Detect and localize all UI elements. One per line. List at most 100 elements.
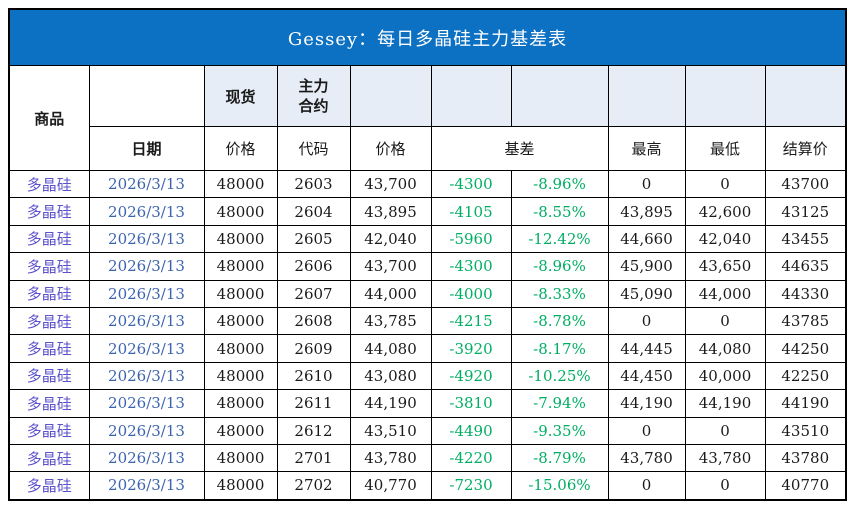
table-row: 多晶硅 2026/3/13 48000 2603 43,700 -4300 -8… bbox=[8, 169, 847, 199]
cell-basis: -4220 bbox=[430, 443, 512, 473]
table-body: 多晶硅 2026/3/13 48000 2603 43,700 -4300 -8… bbox=[8, 169, 847, 501]
cell-low: 43,650 bbox=[684, 252, 766, 281]
cell-low: 44,080 bbox=[684, 334, 766, 363]
cell-main-price: 42,040 bbox=[349, 224, 432, 254]
cell-code: 2605 bbox=[276, 224, 351, 254]
cell-high: 0 bbox=[607, 306, 686, 336]
cell-low: 0 bbox=[684, 416, 766, 445]
cell-high: 44,190 bbox=[607, 389, 686, 418]
cell-main-price: 43,700 bbox=[349, 169, 432, 199]
cell-date: 2026/3/13 bbox=[88, 334, 205, 363]
cell-high: 43,780 bbox=[607, 443, 686, 473]
cell-spot-price: 48000 bbox=[203, 306, 278, 336]
header-high: 最高 bbox=[607, 126, 686, 171]
cell-main-price: 43,510 bbox=[349, 416, 432, 445]
table-row: 多晶硅 2026/3/13 48000 2610 43,080 -4920 -1… bbox=[8, 361, 847, 391]
cell-code: 2609 bbox=[276, 334, 351, 363]
header-empty-above-basis-pct bbox=[510, 65, 609, 127]
cell-code: 2608 bbox=[276, 306, 351, 336]
cell-commodity: 多晶硅 bbox=[8, 306, 90, 336]
cell-code: 2607 bbox=[276, 279, 351, 308]
cell-date: 2026/3/13 bbox=[88, 361, 205, 391]
cell-settlement: 43455 bbox=[764, 224, 847, 254]
cell-settlement: 44250 bbox=[764, 334, 847, 363]
table-row: 多晶硅 2026/3/13 48000 2611 44,190 -3810 -7… bbox=[8, 389, 847, 418]
cell-low: 42,600 bbox=[684, 197, 766, 226]
cell-spot-price: 48000 bbox=[203, 224, 278, 254]
header-row-fields: 日期 价格 代码 价格 基差 最高 最低 结算价 bbox=[9, 126, 847, 171]
cell-settlement: 43780 bbox=[764, 443, 847, 473]
cell-spot-price: 48000 bbox=[203, 334, 278, 363]
cell-low: 0 bbox=[684, 306, 766, 336]
cell-date: 2026/3/13 bbox=[88, 197, 205, 226]
cell-commodity: 多晶硅 bbox=[8, 197, 90, 226]
cell-basis: -5960 bbox=[430, 224, 512, 254]
cell-basis: -7230 bbox=[430, 471, 512, 501]
cell-commodity: 多晶硅 bbox=[8, 389, 90, 418]
cell-date: 2026/3/13 bbox=[88, 252, 205, 281]
title-bar: Gessey：每日多晶硅主力基差表 bbox=[8, 8, 847, 66]
cell-basis: -4105 bbox=[430, 197, 512, 226]
cell-date: 2026/3/13 bbox=[88, 306, 205, 336]
cell-spot-price: 48000 bbox=[203, 279, 278, 308]
cell-high: 43,895 bbox=[607, 197, 686, 226]
cell-settlement: 43510 bbox=[764, 416, 847, 445]
cell-high: 0 bbox=[607, 471, 686, 501]
cell-code: 2701 bbox=[276, 443, 351, 473]
cell-commodity: 多晶硅 bbox=[8, 416, 90, 445]
cell-basis-pct: -8.78% bbox=[510, 306, 609, 336]
cell-high: 44,450 bbox=[607, 361, 686, 391]
cell-spot-price: 48000 bbox=[203, 361, 278, 391]
cell-commodity: 多晶硅 bbox=[8, 252, 90, 281]
header-code: 代码 bbox=[276, 126, 351, 171]
cell-high: 45,090 bbox=[607, 279, 686, 308]
cell-spot-price: 48000 bbox=[203, 416, 278, 445]
cell-high: 0 bbox=[607, 416, 686, 445]
cell-spot-price: 48000 bbox=[203, 389, 278, 418]
cell-spot-price: 48000 bbox=[203, 197, 278, 226]
basis-table: Gessey：每日多晶硅主力基差表 商品 现货 主力 合约 日期 价格 代码 价… bbox=[8, 8, 848, 501]
cell-basis-pct: -15.06% bbox=[510, 471, 609, 501]
table-row: 多晶硅 2026/3/13 48000 2607 44,000 -4000 -8… bbox=[8, 279, 847, 308]
cell-basis-pct: -8.33% bbox=[510, 279, 609, 308]
cell-date: 2026/3/13 bbox=[88, 471, 205, 501]
cell-low: 40,000 bbox=[684, 361, 766, 391]
cell-settlement: 40770 bbox=[764, 471, 847, 501]
cell-main-price: 44,000 bbox=[349, 279, 432, 308]
cell-basis-pct: -12.42% bbox=[510, 224, 609, 254]
cell-low: 44,190 bbox=[684, 389, 766, 418]
cell-code: 2606 bbox=[276, 252, 351, 281]
cell-high: 0 bbox=[607, 169, 686, 199]
header-settlement: 结算价 bbox=[764, 126, 847, 171]
cell-low: 42,040 bbox=[684, 224, 766, 254]
cell-low: 0 bbox=[684, 169, 766, 199]
cell-basis: -4215 bbox=[430, 306, 512, 336]
header-empty-above-low bbox=[684, 65, 766, 127]
cell-main-price: 43,700 bbox=[349, 252, 432, 281]
table-row: 多晶硅 2026/3/13 48000 2608 43,785 -4215 -8… bbox=[8, 306, 847, 336]
header-row-groups: 商品 现货 主力 合约 bbox=[8, 65, 847, 171]
cell-main-price: 44,190 bbox=[349, 389, 432, 418]
cell-code: 2603 bbox=[276, 169, 351, 199]
header-basis: 基差 bbox=[430, 126, 609, 171]
cell-basis-pct: -9.35% bbox=[510, 416, 609, 445]
header-main-contract-group: 主力 合约 bbox=[276, 65, 351, 127]
cell-main-price: 43,780 bbox=[349, 443, 432, 473]
table-row: 多晶硅 2026/3/13 48000 2605 42,040 -5960 -1… bbox=[8, 224, 847, 254]
cell-spot-price: 48000 bbox=[203, 252, 278, 281]
cell-main-price: 40,770 bbox=[349, 471, 432, 501]
table-row: 多晶硅 2026/3/13 48000 2612 43,510 -4490 -9… bbox=[8, 416, 847, 445]
table-row: 多晶硅 2026/3/13 48000 2701 43,780 -4220 -8… bbox=[8, 443, 847, 473]
cell-code: 2610 bbox=[276, 361, 351, 391]
cell-settlement: 43700 bbox=[764, 169, 847, 199]
cell-code: 2604 bbox=[276, 197, 351, 226]
table-row: 多晶硅 2026/3/13 48000 2604 43,895 -4105 -8… bbox=[8, 197, 847, 226]
cell-code: 2702 bbox=[276, 471, 351, 501]
cell-basis: -4300 bbox=[430, 169, 512, 199]
cell-basis: -4490 bbox=[430, 416, 512, 445]
cell-date: 2026/3/13 bbox=[88, 279, 205, 308]
cell-date: 2026/3/13 bbox=[88, 389, 205, 418]
cell-settlement: 44190 bbox=[764, 389, 847, 418]
cell-settlement: 43785 bbox=[764, 306, 847, 336]
cell-basis-pct: -7.94% bbox=[510, 389, 609, 418]
